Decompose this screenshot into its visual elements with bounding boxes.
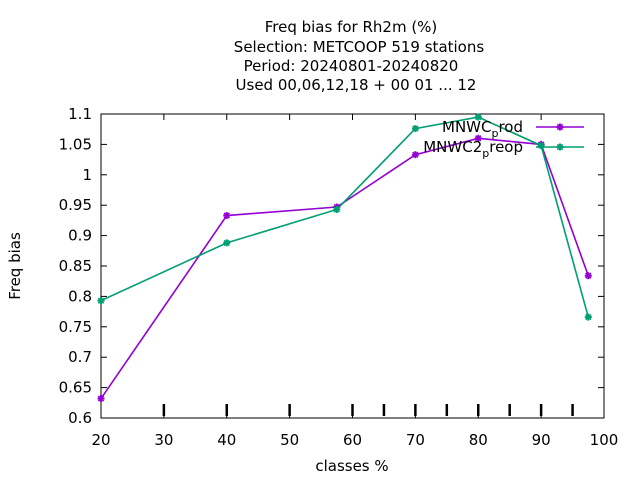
y-tick-label: 1.1 — [68, 105, 92, 123]
title-line-4: Used 00,06,12,18 + 00 01 ... 12 — [236, 76, 477, 94]
series-layer — [97, 113, 592, 403]
x-tick-label: 90 — [532, 431, 551, 449]
x-tick-label: 70 — [406, 431, 425, 449]
y-axis: 0.6 0.65 0.7 0.75 0.8 0.85 0.9 0.95 1 1.05 1.1 — [59, 105, 604, 427]
legend-label: MNWC2preop — [423, 138, 523, 160]
y-tick-label: 0.65 — [59, 379, 92, 397]
data-point — [333, 205, 341, 213]
legend-item-1: MNWCprod — [442, 118, 584, 140]
title-line-1: Freq bias for Rh2m (%) — [265, 18, 438, 36]
legend-marker — [556, 123, 564, 131]
y-tick-label: 0.95 — [59, 196, 92, 214]
data-point — [97, 297, 105, 305]
y-tick-label: 0.9 — [68, 227, 92, 245]
legend-marker — [556, 143, 564, 151]
title-line-2: Selection: METCOOP 519 stations — [234, 38, 485, 56]
data-point — [97, 395, 105, 403]
legend-label: MNWCprod — [442, 118, 523, 140]
y-tick-label: 1.05 — [59, 135, 92, 153]
x-axis: 20 30 40 50 60 70 80 90 100 — [91, 114, 618, 449]
data-point — [584, 313, 592, 321]
x-axis-label: classes % — [315, 457, 388, 475]
x-tick-label: 30 — [154, 431, 173, 449]
x-tick-label: 40 — [217, 431, 236, 449]
data-point — [537, 142, 545, 150]
x-tick-label: 60 — [343, 431, 362, 449]
y-tick-label: 0.8 — [68, 287, 92, 305]
series-line — [100, 137, 590, 399]
x-tick-label: 80 — [469, 431, 488, 449]
chart-title: Freq bias for Rh2m (%) Selection: METCOO… — [234, 18, 485, 94]
y-tick-label: 0.6 — [68, 409, 92, 427]
data-point — [223, 212, 231, 220]
data-point — [223, 239, 231, 247]
bottom-markers — [162, 404, 574, 416]
x-tick-label: 20 — [91, 431, 110, 449]
title-line-3: Period: 20240801-20240820 — [244, 57, 459, 75]
data-point — [411, 151, 419, 159]
y-tick-label: 0.75 — [59, 318, 92, 336]
legend-item-2: MNWC2preop — [423, 138, 584, 160]
y-tick-label: 1 — [82, 166, 92, 184]
data-point — [584, 272, 592, 280]
data-point — [474, 134, 482, 142]
x-tick-label: 100 — [590, 431, 619, 449]
y-tick-label: 0.7 — [68, 348, 92, 366]
data-point — [411, 125, 419, 133]
x-tick-label: 50 — [280, 431, 299, 449]
data-point — [474, 113, 482, 121]
y-axis-label: Freq bias — [6, 232, 24, 300]
y-tick-label: 0.85 — [59, 257, 92, 275]
